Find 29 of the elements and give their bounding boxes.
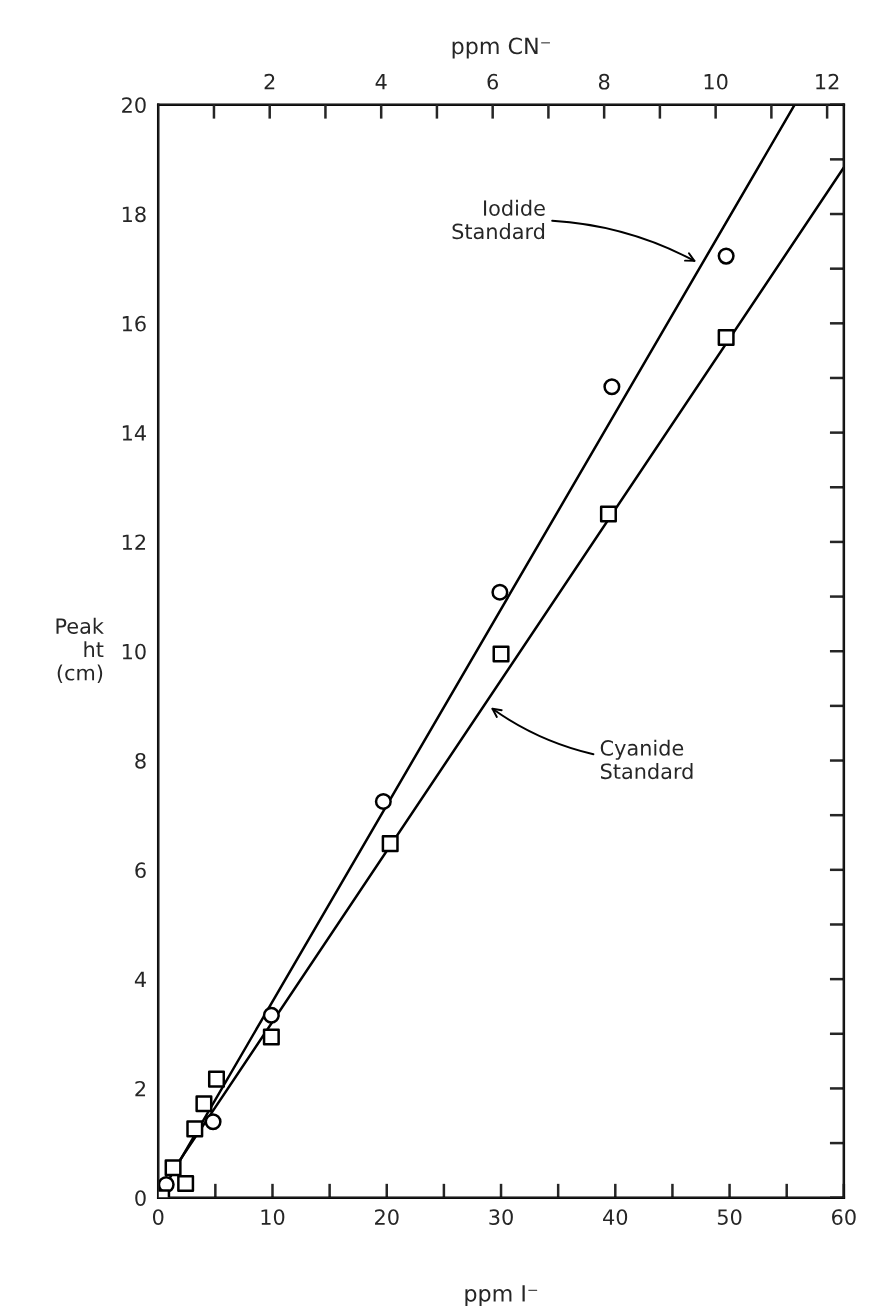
y-tick-label: 0 [135, 1190, 146, 1206]
y-tick-label: 6 [135, 862, 146, 879]
annotation: Iodide Standard [452, 199, 545, 240]
y-tick-label: 20 [122, 97, 146, 113]
x2-tick-label: 12 [816, 73, 839, 90]
x-tick-label: 20 [375, 1209, 399, 1225]
x2-tick-label: 8 [598, 73, 610, 90]
y-tick-label: 16 [122, 315, 146, 332]
x-tick-label: 60 [832, 1209, 856, 1225]
x-tick-label: 0 [152, 1209, 164, 1225]
x-tick-label: 30 [489, 1209, 513, 1225]
y-tick-label: 2 [135, 1080, 146, 1097]
x-tick-label: 50 [717, 1209, 742, 1225]
x2-tick-label: 10 [704, 73, 728, 90]
x2-tick-label: 6 [487, 73, 498, 90]
y-tick-label: 8 [135, 752, 146, 769]
y-tick-label: 14 [122, 425, 146, 441]
x2-axis-title: ppm CN⁻ [452, 37, 550, 59]
y-tick-label: 10 [122, 643, 146, 660]
x-axis-title: ppm I⁻ [465, 1285, 538, 1307]
annotation: Cyanide Standard [600, 739, 693, 780]
y-axis-title: Peak ht (cm) [56, 617, 104, 684]
x-tick-label: 40 [603, 1209, 628, 1225]
x-tick-label: 10 [261, 1209, 285, 1225]
y-tick-label: 18 [122, 206, 146, 223]
x2-tick-label: 4 [375, 74, 387, 90]
y-tick-label: 12 [122, 534, 146, 550]
x2-tick-label: 2 [264, 73, 275, 90]
y-tick-label: 4 [134, 971, 146, 988]
